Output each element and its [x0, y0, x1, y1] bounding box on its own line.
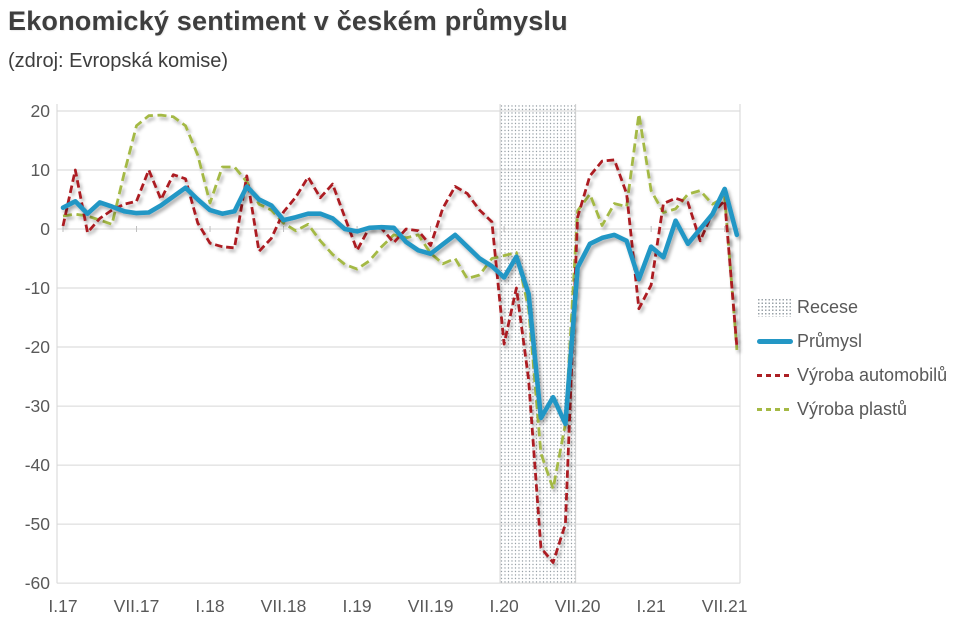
legend-label-recese: Recese: [797, 297, 859, 317]
y-axis-labels: 20 10 0 -10 -20 -30 -40 -50 -60: [25, 101, 51, 593]
x-tick-label: VII.20: [555, 596, 601, 616]
solid-line-swatch: [757, 332, 793, 351]
y-tick-label: -50: [25, 514, 51, 534]
series-line-1: [61, 158, 739, 564]
recession-swatch: [757, 298, 793, 317]
y-tick-label: -20: [25, 337, 51, 357]
legend-label-plasty: Výroba plastů: [797, 399, 908, 419]
x-tick-label: I.20: [490, 596, 519, 616]
series-line-2: [62, 112, 739, 491]
x-tick-label: VII.21: [702, 596, 748, 616]
y-tick-label: -10: [25, 278, 51, 298]
y-tick-label: -30: [25, 396, 51, 416]
recession-band: [499, 104, 577, 584]
legend-item-prumysl: Průmysl: [757, 331, 947, 352]
y-tick-label: -40: [25, 455, 51, 475]
legend-item-recese: Recese: [757, 297, 947, 318]
gridlines: [56, 104, 741, 584]
x-tick-label: I.17: [48, 596, 77, 616]
x-tick-label: I.18: [195, 596, 224, 616]
chart-title: Ekonomický sentiment v českém průmyslu: [8, 6, 568, 36]
legend-label-prumysl: Průmysl: [797, 331, 863, 351]
x-axis-labels: I.17 VII.17 I.18 VII.18 I.19 VII.19 I.20 VII.20…: [48, 596, 747, 616]
y-tick-label: 10: [31, 160, 51, 180]
chart-legend: Recese Průmysl Výroba automobilů Výroba …: [757, 297, 947, 420]
y-tick-label: -60: [25, 573, 51, 593]
x-tick-label: VII.19: [408, 596, 454, 616]
x-tick-label: VII.18: [261, 596, 307, 616]
x-tick-label: VII.17: [114, 596, 160, 616]
series-line-0: [60, 184, 740, 427]
y-tick-label: 0: [40, 219, 50, 239]
axis-ticks: [62, 226, 726, 232]
dashed-line-swatch-red: [757, 366, 793, 385]
legend-item-automobily: Výroba automobilů: [757, 365, 947, 386]
legend-item-plasty: Výroba plastů: [757, 399, 947, 420]
x-tick-label: I.21: [637, 596, 666, 616]
chart-subtitle: (zdroj: Evropská komise): [8, 50, 229, 72]
y-tick-label: 20: [31, 101, 51, 121]
legend-label-automobily: Výroba automobilů: [797, 365, 948, 385]
dashed-line-swatch-green: [757, 400, 793, 419]
series-lines: [60, 112, 740, 564]
x-tick-label: I.19: [342, 596, 371, 616]
